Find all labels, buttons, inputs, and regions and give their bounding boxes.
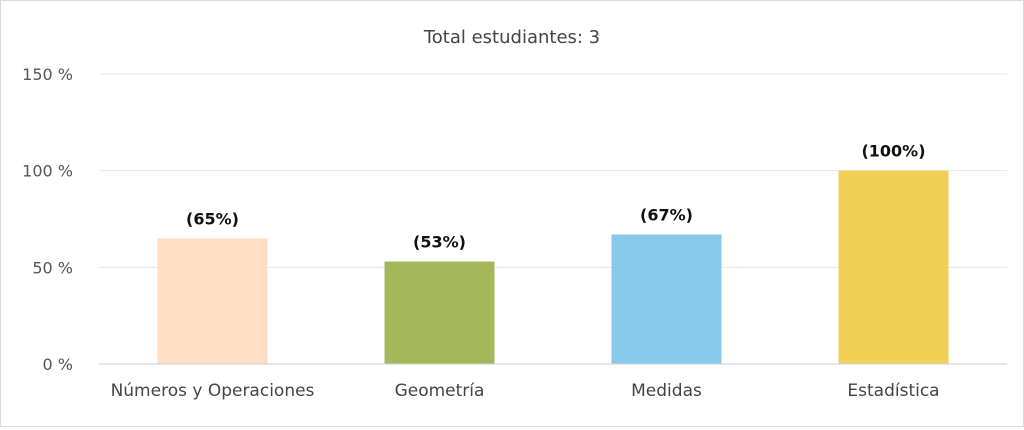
y-tick-label: 0 % xyxy=(43,355,73,374)
y-tick-label: 150 % xyxy=(22,65,73,84)
x-tick-label: Geometría xyxy=(395,381,485,401)
x-axis-ticks: Números y Operaciones Geometría Medidas Est… xyxy=(111,381,940,401)
data-label: (100%) xyxy=(861,142,925,161)
chart-title: Total estudiantes: 3 xyxy=(423,27,600,48)
data-label: (67%) xyxy=(640,205,693,224)
y-axis-ticks: 0 % 50 % 100 % 150 % xyxy=(22,65,73,374)
bar xyxy=(838,170,949,364)
bar xyxy=(611,234,722,364)
y-tick-label: 50 % xyxy=(32,258,73,277)
x-tick-label: Medidas xyxy=(631,381,702,401)
x-tick-label: Números y Operaciones xyxy=(111,381,315,401)
x-tick-label: Estadística xyxy=(847,381,939,401)
bar xyxy=(384,261,495,364)
bars xyxy=(157,170,949,364)
data-label: (53%) xyxy=(413,233,466,252)
y-tick-label: 100 % xyxy=(22,162,73,181)
data-labels: (65%) (53%) (67%) (100%) xyxy=(186,142,925,252)
data-label: (65%) xyxy=(186,209,239,228)
bar xyxy=(157,238,268,364)
